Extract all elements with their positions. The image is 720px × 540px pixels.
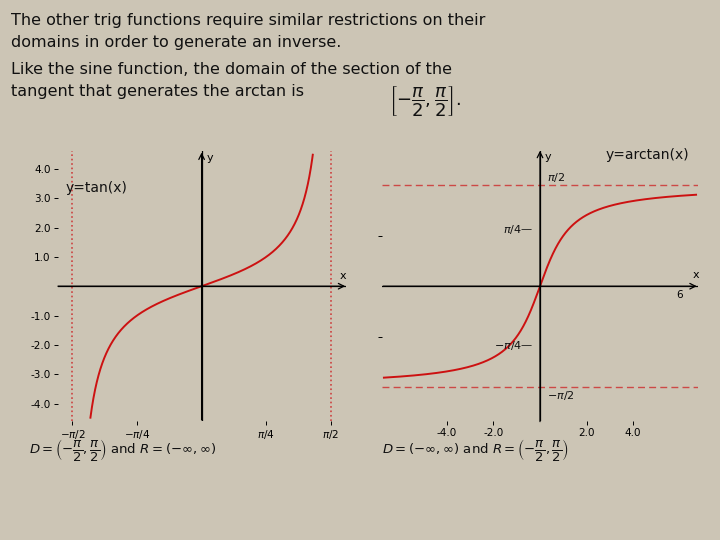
Text: $-\pi/2$: $-\pi/2$ (547, 389, 575, 402)
Text: y=arctan(x): y=arctan(x) (606, 148, 689, 162)
Text: $-\pi/4$—: $-\pi/4$— (494, 339, 533, 352)
Text: y: y (207, 153, 213, 163)
Text: $D = \left(-\dfrac{\pi}{2},\dfrac{\pi}{2}\right)$ and $R = (-\infty,\infty)$: $D = \left(-\dfrac{\pi}{2},\dfrac{\pi}{2… (29, 437, 216, 463)
Text: x: x (340, 271, 346, 281)
Text: 6: 6 (677, 290, 683, 300)
Text: $\pi/4$—: $\pi/4$— (503, 223, 533, 236)
Text: The other trig functions require similar restrictions on their: The other trig functions require similar… (11, 14, 485, 29)
Text: y=tan(x): y=tan(x) (66, 181, 127, 195)
Text: domains in order to generate an inverse.: domains in order to generate an inverse. (11, 35, 341, 50)
Text: $\pi/2$: $\pi/2$ (547, 171, 565, 184)
Text: x: x (693, 270, 699, 280)
Text: $\left[-\dfrac{\pi}{2},\dfrac{\pi}{2}\right].$: $\left[-\dfrac{\pi}{2},\dfrac{\pi}{2}\ri… (389, 84, 461, 118)
Text: y: y (544, 152, 552, 163)
Text: $D = (-\infty,\infty)$ and $R = \left(-\dfrac{\pi}{2},\dfrac{\pi}{2}\right)$: $D = (-\infty,\infty)$ and $R = \left(-\… (382, 437, 569, 463)
Text: Like the sine function, the domain of the section of the: Like the sine function, the domain of th… (11, 62, 452, 77)
Text: tangent that generates the arctan is: tangent that generates the arctan is (11, 84, 304, 99)
